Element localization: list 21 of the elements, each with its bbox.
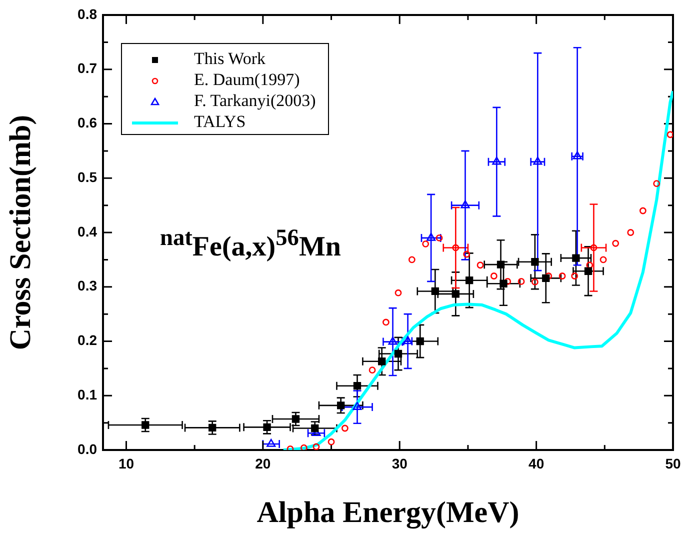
- x-tick-label: 50: [665, 455, 681, 472]
- legend-label: This Work: [194, 49, 266, 68]
- x-tick-label: 30: [392, 455, 408, 472]
- y-tick-label: 0.1: [78, 386, 98, 402]
- y-tick-label: 0.6: [78, 114, 98, 131]
- x-tick-label: 20: [255, 455, 271, 472]
- y-axis-title: Cross Section(mb): [4, 114, 37, 350]
- y-tick-label: 0.4: [78, 223, 98, 240]
- legend-label: E. Daum(1997): [194, 70, 300, 89]
- y-tick-label: 0.8: [78, 6, 98, 22]
- x-tick-label: 40: [528, 455, 544, 472]
- x-tick-label: 10: [118, 455, 134, 472]
- y-tick-label: 0.2: [78, 332, 98, 348]
- annotation: $^{nat}$Fe(a,x)$^{56}$Mn: [160, 225, 341, 264]
- legend-label: F. Tarkanyi(2003): [194, 91, 316, 110]
- y-tick-label: 0.0: [78, 440, 98, 457]
- y-tick-label: 0.3: [78, 278, 98, 294]
- y-tick-label: 0.5: [78, 168, 98, 185]
- legend-label: TALYS: [194, 112, 246, 131]
- y-tick-label: 0.7: [78, 60, 98, 76]
- x-axis-title: Alpha Energy(MeV): [256, 496, 520, 529]
